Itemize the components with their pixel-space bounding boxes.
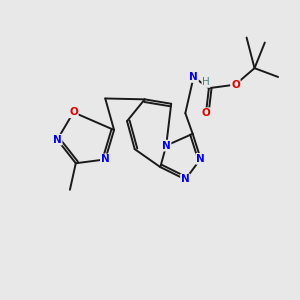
Text: O: O	[231, 80, 240, 90]
Text: N: N	[162, 141, 171, 151]
Text: O: O	[69, 107, 78, 117]
Text: O: O	[202, 108, 210, 118]
Text: N: N	[53, 135, 62, 145]
Text: N: N	[189, 72, 198, 82]
Text: N: N	[196, 154, 205, 164]
Text: N: N	[181, 174, 190, 184]
Text: N: N	[101, 154, 110, 164]
Text: H: H	[202, 77, 210, 87]
